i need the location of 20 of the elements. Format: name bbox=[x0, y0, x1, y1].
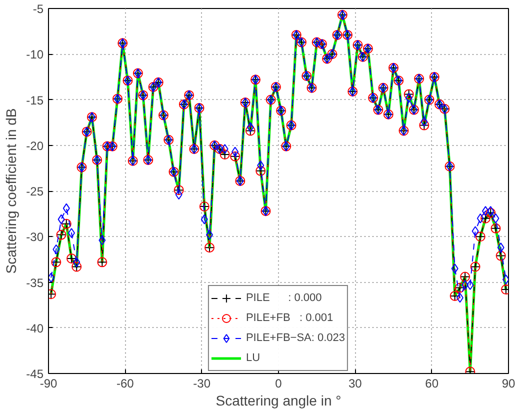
x-tick-label: 30 bbox=[348, 376, 362, 390]
x-tick-label: 60 bbox=[425, 376, 439, 390]
y-tick-label: -10 bbox=[26, 48, 44, 62]
y-tick-label: -30 bbox=[26, 230, 44, 244]
x-tick-label: -30 bbox=[193, 376, 211, 390]
y-axis-title: Scattering coefficient in dB bbox=[3, 108, 20, 274]
legend-label: LU bbox=[246, 352, 262, 364]
y-tick-label: -25 bbox=[26, 184, 44, 198]
y-tick-label: -40 bbox=[26, 321, 44, 336]
x-tick-label: 0 bbox=[275, 376, 282, 390]
x-tick-label: 90 bbox=[502, 376, 516, 390]
legend-label: PILE+FB−SA: 0.023 bbox=[246, 332, 346, 344]
y-tick-label: -35 bbox=[26, 276, 44, 290]
y-tick-label: -15 bbox=[26, 93, 44, 108]
legend-label: PILE+FB : 0.001 bbox=[246, 312, 334, 324]
y-tick-label: -20 bbox=[26, 138, 44, 153]
y-tick-label: -5 bbox=[32, 2, 44, 16]
legend-label: PILE : 0.000 bbox=[246, 292, 322, 304]
x-tick-label: -60 bbox=[116, 376, 134, 390]
x-axis-title: Scattering angle in ° bbox=[216, 392, 342, 408]
